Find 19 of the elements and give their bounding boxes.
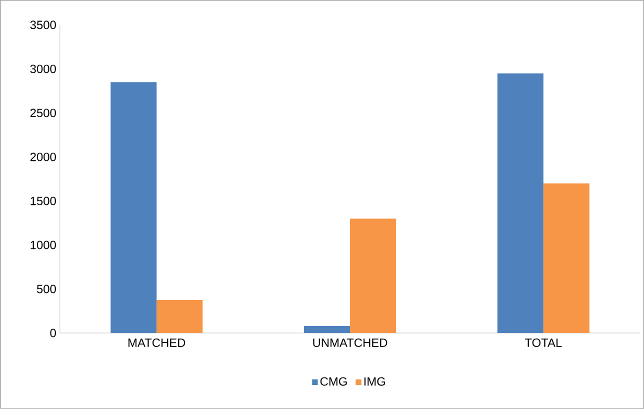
y-tick-label: 500 — [36, 284, 56, 294]
y-tick-label: 1500 — [30, 196, 56, 206]
y-tick-label: 3500 — [30, 20, 56, 30]
bar — [110, 82, 157, 334]
bar — [304, 326, 350, 334]
y-tick-label: 0 — [50, 328, 56, 338]
legend-label: IMG — [364, 377, 386, 386]
bar — [350, 218, 396, 334]
y-tick-label: 3000 — [30, 64, 56, 74]
x-tick-label: UNMATCHED — [313, 338, 388, 348]
y-tick-label: 2000 — [30, 152, 56, 162]
x-tick-label: TOTAL — [524, 338, 562, 348]
x-tick-label: MATCHED — [128, 338, 186, 348]
y-tick-label: 1000 — [30, 240, 56, 250]
legend-label: CMG — [320, 377, 347, 386]
bar — [497, 73, 544, 334]
bar — [543, 183, 590, 334]
bar — [156, 300, 203, 334]
y-tick-label: 2500 — [30, 108, 56, 118]
